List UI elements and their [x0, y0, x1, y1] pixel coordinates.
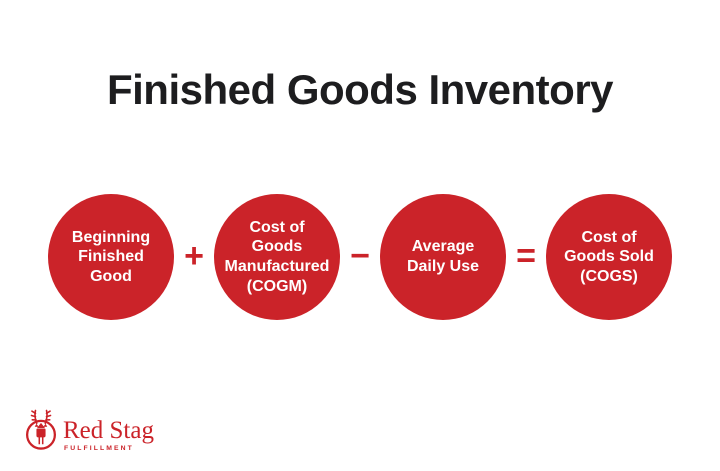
- logo-subtitle: FULFILLMENT: [64, 445, 134, 452]
- equals-operator: =: [516, 236, 536, 275]
- logo-text: Red Stag FULFILLMENT: [63, 418, 154, 452]
- logo-red-stag-fulfillment: Red Stag FULFILLMENT: [22, 407, 154, 452]
- plus-operator: +: [184, 236, 204, 275]
- formula-row: Beginning Finished Good + Cost of Goods …: [0, 194, 720, 320]
- circle-label-line: Goods Sold: [564, 248, 654, 266]
- node-average-daily-use: Average Daily Use: [380, 194, 506, 320]
- circle-label: Cost of Goods Sold (COGS): [556, 228, 662, 287]
- minus-operator: −: [350, 236, 370, 275]
- stag-icon: [22, 407, 60, 451]
- circle-label-line: (COGS): [580, 267, 638, 285]
- circle-label: Cost of Goods Manufactured (COGM): [214, 218, 340, 296]
- circle-label-line: Cost of: [581, 228, 637, 246]
- node-cogm: Cost of Goods Manufactured (COGM): [214, 194, 340, 320]
- circle-label: Average Daily Use: [399, 237, 487, 276]
- node-beginning-finished-good: Beginning Finished Good: [48, 194, 174, 320]
- logo-brand-name: Red Stag: [63, 417, 154, 444]
- circle-label-line: Daily Use: [406, 258, 480, 275]
- circle-label: Beginning Finished Good: [64, 228, 158, 287]
- circle-label-line: Average: [411, 238, 475, 256]
- page-title: Finished Goods Inventory: [106, 66, 614, 113]
- circle-label-line: Beginning: [71, 228, 151, 246]
- circle-label-line: Manufactured: [224, 258, 330, 275]
- circle-label-line: (COGM): [246, 277, 308, 295]
- circle-label-line: Cost of Goods: [249, 218, 305, 256]
- circle-label-line: Good: [90, 267, 132, 285]
- circle-label-line: Finished: [78, 248, 144, 266]
- node-cogs: Cost of Goods Sold (COGS): [546, 194, 672, 320]
